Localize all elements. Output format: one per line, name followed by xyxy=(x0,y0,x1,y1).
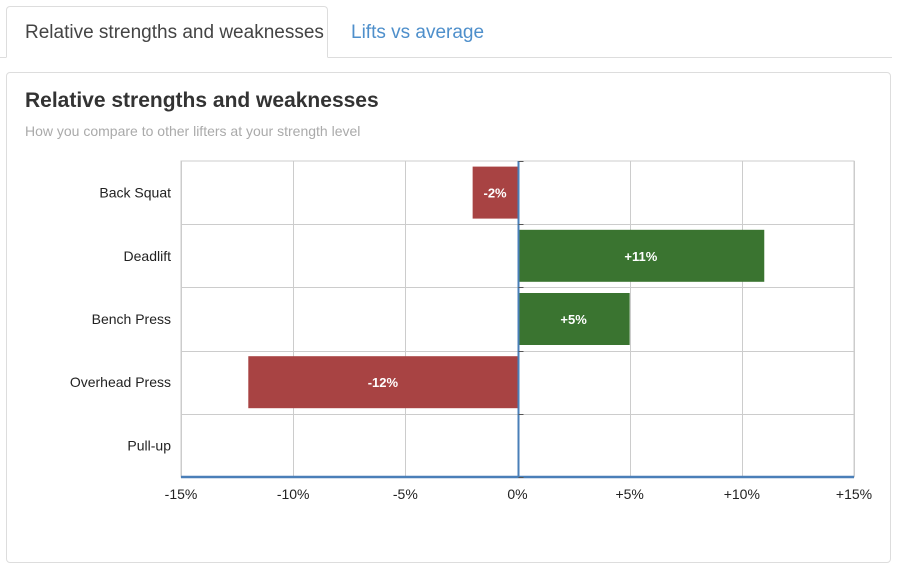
bar-chart: -2% Back Squat +11% Deadlift +5% Bench Press -… xyxy=(70,160,872,502)
bar-label-2: +5% xyxy=(560,312,587,327)
bar-1 xyxy=(517,229,765,282)
category-label-1: Deadlift xyxy=(124,248,172,264)
x-tick-label-2: -5% xyxy=(393,486,418,502)
tab-bar: Relative strengths and weaknesses Lifts … xyxy=(0,0,903,58)
bar-0 xyxy=(472,166,518,219)
bar-label-0: -2% xyxy=(484,186,508,201)
bar-label-1: +11% xyxy=(624,249,657,264)
category-label-3: Overhead Press xyxy=(70,374,171,390)
tab-relative-strengths[interactable]: Relative strengths and weaknesses xyxy=(6,6,328,58)
x-tick-label-5: +10% xyxy=(724,486,760,502)
category-label-2: Bench Press xyxy=(92,311,171,327)
chart-subtitle: How you compare to other lifters at your… xyxy=(25,123,361,139)
x-tick-label-6: +15% xyxy=(836,486,872,502)
category-label-4: Pull-up xyxy=(127,437,171,453)
bar-2 xyxy=(517,293,630,345)
x-tick-label-3: 0% xyxy=(507,486,527,502)
tab-divider xyxy=(0,57,892,58)
chart-title: Relative strengths and weaknesses xyxy=(25,89,379,112)
category-label-0: Back Squat xyxy=(99,185,171,201)
bar-label-3: -12% xyxy=(368,375,399,390)
bar-3 xyxy=(248,356,518,409)
tab-lifts-vs-average[interactable]: Lifts vs average xyxy=(351,22,485,43)
x-tick-label-4: +5% xyxy=(615,486,643,502)
x-tick-label-1: -10% xyxy=(277,486,310,502)
x-tick-label-0: -15% xyxy=(165,486,198,502)
chart-panel: Relative strengths and weaknesses How yo… xyxy=(6,72,891,563)
